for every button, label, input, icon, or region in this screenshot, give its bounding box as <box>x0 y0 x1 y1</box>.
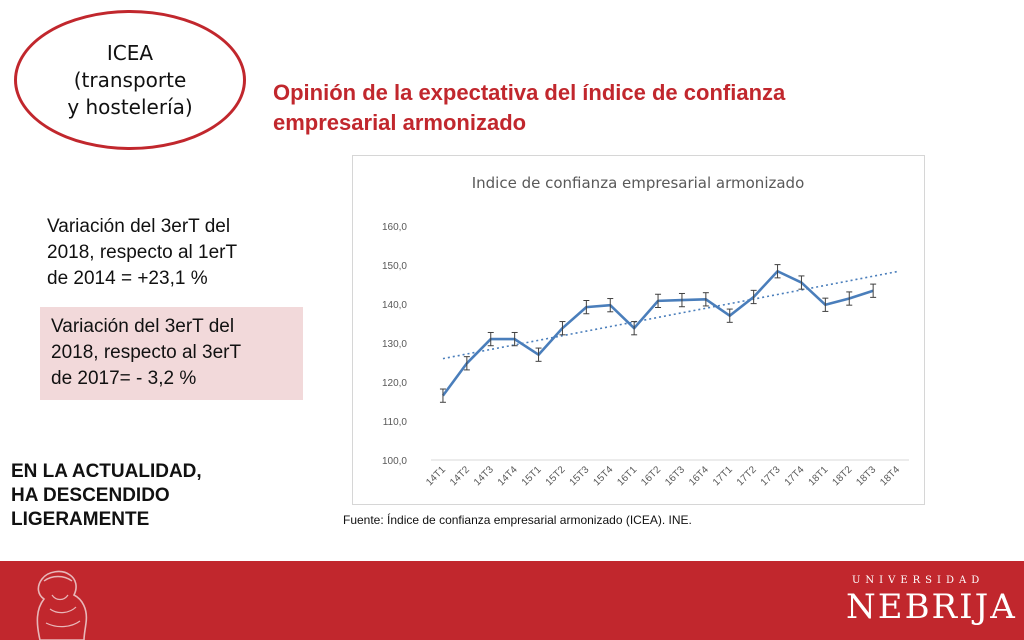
x-tick-label: 18T4 <box>878 464 902 488</box>
y-tick-label: 110,0 <box>383 417 408 428</box>
x-tick-label: 17T3 <box>759 464 783 488</box>
heading-line-1: Opinión de la expectativa del índice de … <box>273 80 786 105</box>
university-name: NEBRIJA <box>846 587 1017 627</box>
y-tick-label: 160,0 <box>382 222 407 233</box>
x-tick-label: 16T4 <box>687 464 711 488</box>
x-tick-label: 15T3 <box>568 464 592 488</box>
x-tick-label: 15T4 <box>591 464 615 488</box>
x-tick-label: 16T3 <box>663 464 687 488</box>
x-tick-label: 17T2 <box>735 464 759 488</box>
x-tick-label: 14T1 <box>424 464 448 488</box>
trendline <box>442 270 898 360</box>
region-badge: ICEA (transporte y hostelería) <box>14 10 246 150</box>
x-tick-label: 18T3 <box>854 464 878 488</box>
source-note: Fuente: Índice de confianza empresarial … <box>343 513 692 527</box>
current-line-2: HA DESCENDIDO <box>11 485 170 506</box>
badge-line-1: ICEA <box>106 40 154 65</box>
variation-1-line-2: 2018, respecto al 1erT <box>47 242 238 263</box>
x-tick-label: 16T2 <box>639 464 663 488</box>
slide-heading: Opinión de la expectativa del índice de … <box>273 78 913 138</box>
current-status-note: EN LA ACTUALIDAD, HA DESCENDIDO LIGERAME… <box>11 460 202 532</box>
heading-line-2: empresarial armonizado <box>273 110 527 135</box>
chart-frame: Indice de confianza empresarial armoniza… <box>352 155 925 505</box>
x-tick-label: 17T4 <box>783 464 807 488</box>
x-tick-label: 18T2 <box>830 464 854 488</box>
university-label: UNIVERSIDAD <box>852 575 985 586</box>
y-tick-label: 130,0 <box>382 339 407 350</box>
x-tick-label: 17T1 <box>711 464 735 488</box>
x-tick-label: 16T1 <box>615 464 639 488</box>
x-tick-label: 15T2 <box>544 464 568 488</box>
chart-title: Indice de confianza empresarial armoniza… <box>472 174 805 192</box>
x-tick-label: 18T1 <box>807 464 831 488</box>
portrait-logo-icon <box>36 570 88 640</box>
x-tick-label: 15T1 <box>520 464 544 488</box>
y-tick-label: 100,0 <box>382 456 407 467</box>
badge-line-2: (transporte <box>73 67 187 92</box>
line-chart: Indice de confianza empresarial armoniza… <box>382 174 909 488</box>
current-line-1: EN LA ACTUALIDAD, <box>11 461 202 482</box>
variation-2-line-2: 2018, respecto al 3erT <box>51 342 242 363</box>
series-line <box>441 269 874 397</box>
y-tick-label: 150,0 <box>382 261 407 272</box>
y-tick-label: 120,0 <box>382 378 407 389</box>
x-tick-label: 14T3 <box>472 464 496 488</box>
x-tick-label: 14T4 <box>496 464 520 488</box>
variation-1-line-1: Variación del 3erT del <box>47 216 231 237</box>
variation-2-line-3: de 2017= - 3,2 % <box>51 368 197 389</box>
footer-bar: UNIVERSIDAD NEBRIJA <box>0 561 1024 640</box>
x-tick-label: 14T2 <box>448 464 472 488</box>
badge-line-3: y hostelería) <box>67 94 193 119</box>
y-tick-label: 140,0 <box>382 300 407 311</box>
current-line-3: LIGERAMENTE <box>11 509 150 530</box>
variation-2-line-1: Variación del 3erT del <box>51 316 235 337</box>
variation-since-2014: Variación del 3erT del 2018, respecto al… <box>47 214 297 292</box>
variation-since-2017-box: Variación del 3erT del 2018, respecto al… <box>40 307 303 400</box>
variation-1-line-3: de 2014 = +23,1 % <box>47 268 208 289</box>
